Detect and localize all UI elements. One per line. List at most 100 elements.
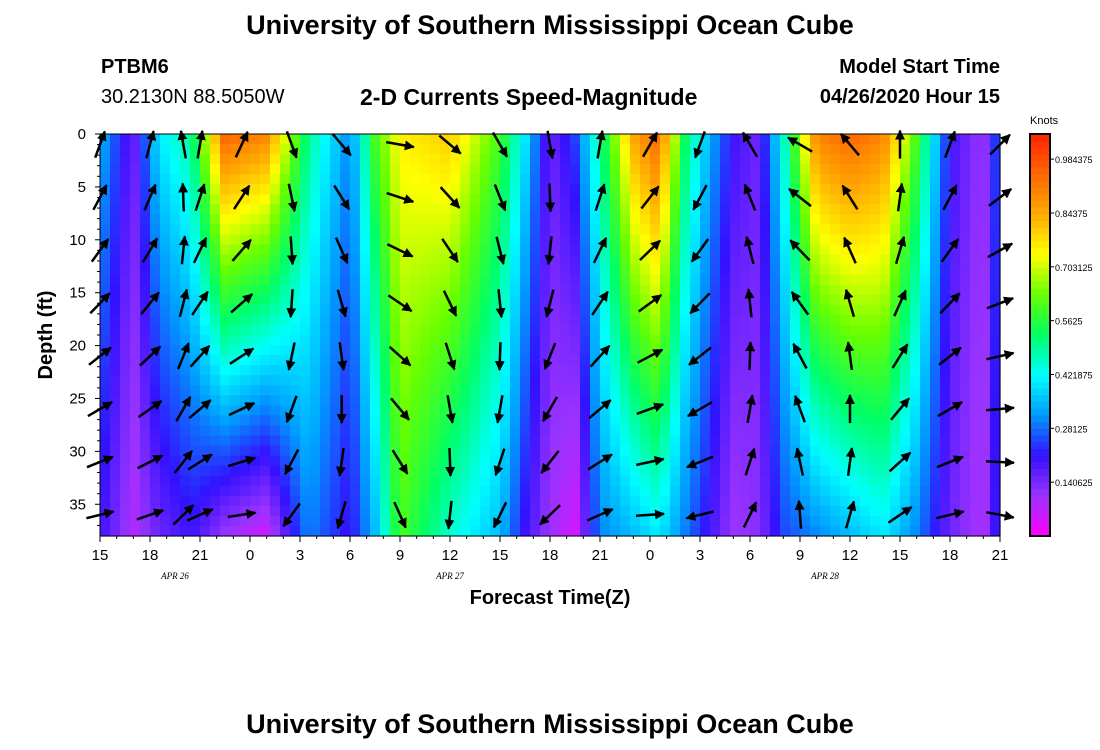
heatmap-cell — [320, 294, 331, 306]
heatmap-cell — [980, 184, 991, 195]
heatmap-cell — [470, 485, 481, 497]
heatmap-cell — [470, 395, 481, 406]
heatmap-cell — [860, 164, 871, 175]
heatmap-cell — [260, 355, 271, 366]
heatmap-cell — [250, 274, 261, 286]
heatmap-cell — [970, 465, 981, 477]
heatmap-cell — [750, 224, 761, 236]
heatmap-cell — [840, 314, 851, 326]
heatmap-cell — [910, 445, 921, 457]
heatmap-cell — [800, 405, 811, 416]
heatmap-cell — [390, 264, 401, 276]
heatmap-cell — [500, 395, 511, 406]
heatmap-cell — [630, 284, 641, 296]
heatmap-cell — [610, 415, 621, 427]
heatmap-cell — [970, 134, 981, 145]
heatmap-cell — [430, 274, 441, 286]
heatmap-cell — [230, 495, 241, 507]
heatmap-cell — [350, 515, 361, 527]
heatmap-cell — [820, 284, 831, 296]
heatmap-cell — [810, 314, 821, 326]
heatmap-cell — [100, 244, 111, 256]
heatmap-cell — [860, 475, 871, 487]
heatmap-cell — [690, 154, 701, 165]
heatmap-cell — [880, 375, 891, 386]
heatmap-cell — [610, 184, 621, 195]
heatmap-cell — [120, 224, 131, 236]
heatmap-cell — [520, 425, 531, 437]
heatmap-cell — [300, 475, 311, 487]
heatmap-cell — [390, 144, 401, 155]
heatmap-cell — [190, 184, 201, 195]
heatmap-cell — [170, 234, 181, 246]
heatmap-cell — [850, 375, 861, 386]
heatmap-cell — [410, 355, 421, 366]
heatmap-cell — [360, 164, 371, 175]
heatmap-cell — [520, 405, 531, 416]
heatmap-cell — [510, 254, 521, 266]
heatmap-cell — [350, 194, 361, 205]
heatmap-cell — [600, 314, 611, 326]
heatmap-cell — [490, 395, 501, 406]
heatmap-cell — [730, 345, 741, 356]
heatmap-cell — [420, 355, 431, 366]
heatmap-cell — [270, 234, 281, 246]
heatmap-cell — [950, 355, 961, 366]
heatmap-cell — [440, 525, 451, 537]
heatmap-cell — [390, 194, 401, 205]
heatmap-cell — [580, 274, 591, 286]
heatmap-cell — [760, 324, 771, 336]
heatmap-cell — [680, 505, 691, 517]
heatmap-cell — [820, 505, 831, 517]
heatmap-cell — [580, 375, 591, 386]
heatmap-cell — [630, 234, 641, 246]
heatmap-cell — [380, 204, 391, 215]
heatmap-cell — [340, 314, 351, 326]
heatmap-cell — [810, 345, 821, 356]
heatmap-cell — [630, 335, 641, 346]
x-tick-label: 6 — [746, 547, 754, 564]
heatmap-cell — [960, 355, 971, 366]
heatmap-cell — [920, 154, 931, 165]
heatmap-cell — [770, 495, 781, 507]
heatmap-cell — [330, 314, 341, 326]
heatmap-cell — [860, 365, 871, 376]
heatmap-cell — [920, 184, 931, 195]
heatmap-cell — [250, 164, 261, 175]
heatmap-cell — [140, 405, 151, 416]
heatmap-cell — [600, 194, 611, 205]
heatmap-cell — [860, 184, 871, 195]
heatmap-cell — [240, 244, 251, 256]
heatmap-cell — [120, 475, 131, 487]
heatmap-cell — [240, 495, 251, 507]
heatmap-cell — [640, 254, 651, 266]
heatmap-cell — [700, 335, 711, 346]
heatmap-cell — [450, 375, 461, 386]
heatmap-cell — [210, 495, 221, 507]
heatmap-cell — [690, 324, 701, 336]
heatmap-cell — [890, 254, 901, 266]
heatmap-cell — [430, 385, 441, 396]
heatmap-cell — [440, 154, 451, 165]
heatmap-cell — [450, 134, 461, 145]
heatmap-cell — [380, 244, 391, 256]
heatmap-cell — [140, 435, 151, 447]
heatmap-cell — [560, 335, 571, 346]
heatmap-cell — [520, 525, 531, 537]
heatmap-cell — [990, 365, 1001, 376]
heatmap-cell — [690, 184, 701, 195]
heatmap-cell — [850, 415, 861, 427]
heatmap-cell — [520, 515, 531, 527]
heatmap-cell — [860, 174, 871, 185]
heatmap-cell — [470, 234, 481, 246]
current-vector — [285, 342, 296, 371]
heatmap-cell — [170, 495, 181, 507]
heatmap-cell — [740, 415, 751, 427]
heatmap-cell — [380, 495, 391, 507]
heatmap-cell — [120, 485, 131, 497]
heatmap-cell — [680, 184, 691, 195]
x-tick-label: 9 — [796, 547, 804, 564]
heatmap-cell — [730, 154, 741, 165]
heatmap-cell — [520, 284, 531, 296]
heatmap-cell — [360, 515, 371, 527]
